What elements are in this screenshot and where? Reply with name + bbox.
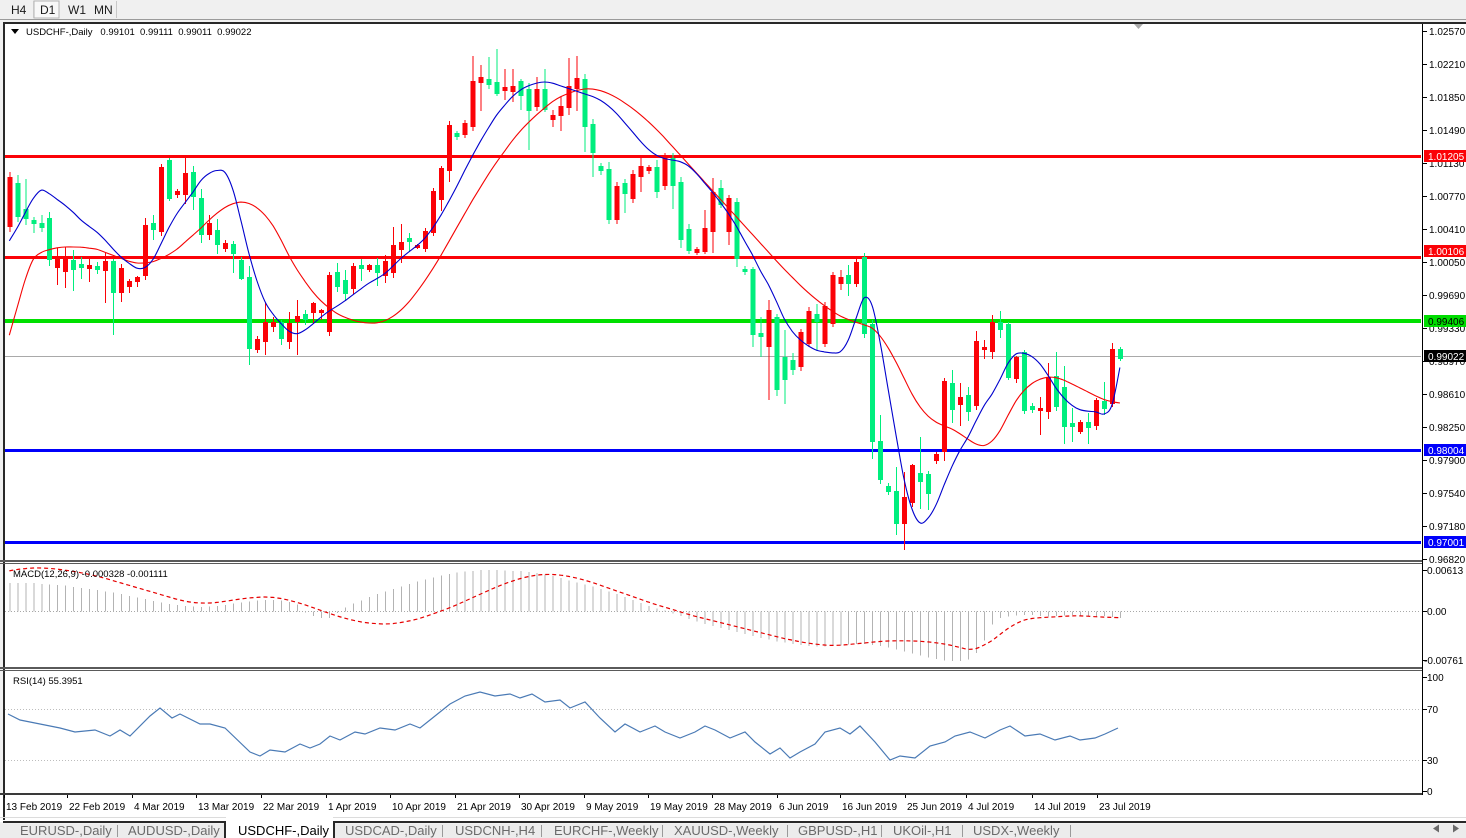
svg-text:0.98610: 0.98610	[1429, 390, 1466, 401]
svg-text:4 Mar 2019: 4 Mar 2019	[134, 802, 185, 813]
svg-text:22 Mar 2019: 22 Mar 2019	[263, 802, 320, 813]
svg-text:10 Apr 2019: 10 Apr 2019	[392, 802, 446, 813]
svg-text:16 Jun 2019: 16 Jun 2019	[842, 802, 897, 813]
svg-text:1.00050: 1.00050	[1429, 258, 1466, 269]
svg-text:23 Jul 2019: 23 Jul 2019	[1099, 802, 1151, 813]
svg-text:MN: MN	[94, 3, 113, 17]
svg-text:UKOil-,H1: UKOil-,H1	[893, 823, 952, 838]
svg-text:0.00613: 0.00613	[1427, 566, 1464, 577]
svg-text:RSI(14) 55.3951: RSI(14) 55.3951	[13, 676, 83, 687]
svg-text:USDCNH-,H4: USDCNH-,H4	[455, 823, 535, 838]
svg-text:MACD(12,26,9) -0.000328 -0.001: MACD(12,26,9) -0.000328 -0.001111	[13, 569, 168, 580]
svg-text:0.98004: 0.98004	[1428, 446, 1465, 457]
svg-text:GBPUSD-,H1: GBPUSD-,H1	[798, 823, 877, 838]
svg-text:0.97180: 0.97180	[1429, 522, 1466, 533]
svg-text:100: 100	[1427, 673, 1444, 684]
svg-text:0.99330: 0.99330	[1429, 324, 1466, 335]
svg-text:0.97001: 0.97001	[1428, 538, 1465, 549]
svg-text:13 Mar 2019: 13 Mar 2019	[198, 802, 255, 813]
svg-text:0.99690: 0.99690	[1429, 291, 1466, 302]
svg-text:EURCHF-,Weekly: EURCHF-,Weekly	[554, 823, 659, 838]
svg-text:USDCHF-,Daily: USDCHF-,Daily	[238, 823, 330, 838]
svg-text:0.98970: 0.98970	[1429, 357, 1466, 368]
svg-text:22 Feb 2019: 22 Feb 2019	[69, 802, 126, 813]
svg-text:30 Apr 2019: 30 Apr 2019	[521, 802, 575, 813]
svg-text:1.00770: 1.00770	[1429, 192, 1466, 203]
svg-text:0: 0	[1427, 787, 1433, 798]
svg-text:25 Jun 2019: 25 Jun 2019	[907, 802, 962, 813]
svg-text:H4: H4	[11, 3, 27, 17]
svg-text:AUDUSD-,Daily: AUDUSD-,Daily	[128, 823, 220, 838]
svg-text:D1: D1	[40, 3, 56, 17]
svg-text:6 Jun 2019: 6 Jun 2019	[779, 802, 829, 813]
svg-text:0.97900: 0.97900	[1429, 456, 1466, 467]
svg-text:1.01850: 1.01850	[1429, 93, 1466, 104]
svg-text:28 May 2019: 28 May 2019	[714, 802, 772, 813]
svg-text:14 Jul 2019: 14 Jul 2019	[1034, 802, 1086, 813]
svg-text:1.02570: 1.02570	[1429, 27, 1466, 38]
svg-text:0.00: 0.00	[1427, 607, 1447, 618]
svg-text:-0.00761: -0.00761	[1424, 656, 1464, 667]
svg-text:4 Jul 2019: 4 Jul 2019	[968, 802, 1015, 813]
svg-text:1 Apr 2019: 1 Apr 2019	[328, 802, 377, 813]
svg-text:21 Apr 2019: 21 Apr 2019	[457, 802, 511, 813]
svg-text:0.99022: 0.99022	[1428, 352, 1465, 363]
svg-text:30: 30	[1427, 756, 1439, 767]
svg-text:0.97540: 0.97540	[1429, 489, 1466, 500]
svg-text:1.01130: 1.01130	[1429, 159, 1465, 170]
svg-text:1.01490: 1.01490	[1429, 126, 1466, 137]
svg-text:USDX-,Weekly: USDX-,Weekly	[973, 823, 1060, 838]
svg-text:13 Feb 2019: 13 Feb 2019	[6, 802, 63, 813]
svg-text:0.99406: 0.99406	[1428, 317, 1465, 328]
svg-text:USDCAD-,Daily: USDCAD-,Daily	[345, 823, 437, 838]
svg-text:70: 70	[1427, 705, 1439, 716]
svg-text:19 May 2019: 19 May 2019	[650, 802, 708, 813]
svg-text:9 May 2019: 9 May 2019	[586, 802, 639, 813]
svg-text:1.00106: 1.00106	[1428, 247, 1465, 258]
svg-text:EURUSD-,Daily: EURUSD-,Daily	[20, 823, 112, 838]
svg-text:1.02210: 1.02210	[1429, 60, 1466, 71]
svg-text:XAUUSD-,Weekly: XAUUSD-,Weekly	[674, 823, 779, 838]
svg-text:W1: W1	[68, 3, 86, 17]
svg-text:1.00410: 1.00410	[1429, 225, 1466, 236]
svg-text:USDCHF-,Daily 0.99101 0.991: USDCHF-,Daily 0.99101 0.99111 0.99011 0.…	[26, 27, 252, 38]
svg-text:1.01205: 1.01205	[1428, 152, 1465, 163]
svg-text:0.98250: 0.98250	[1429, 423, 1466, 434]
svg-text:0.96820: 0.96820	[1429, 555, 1466, 566]
